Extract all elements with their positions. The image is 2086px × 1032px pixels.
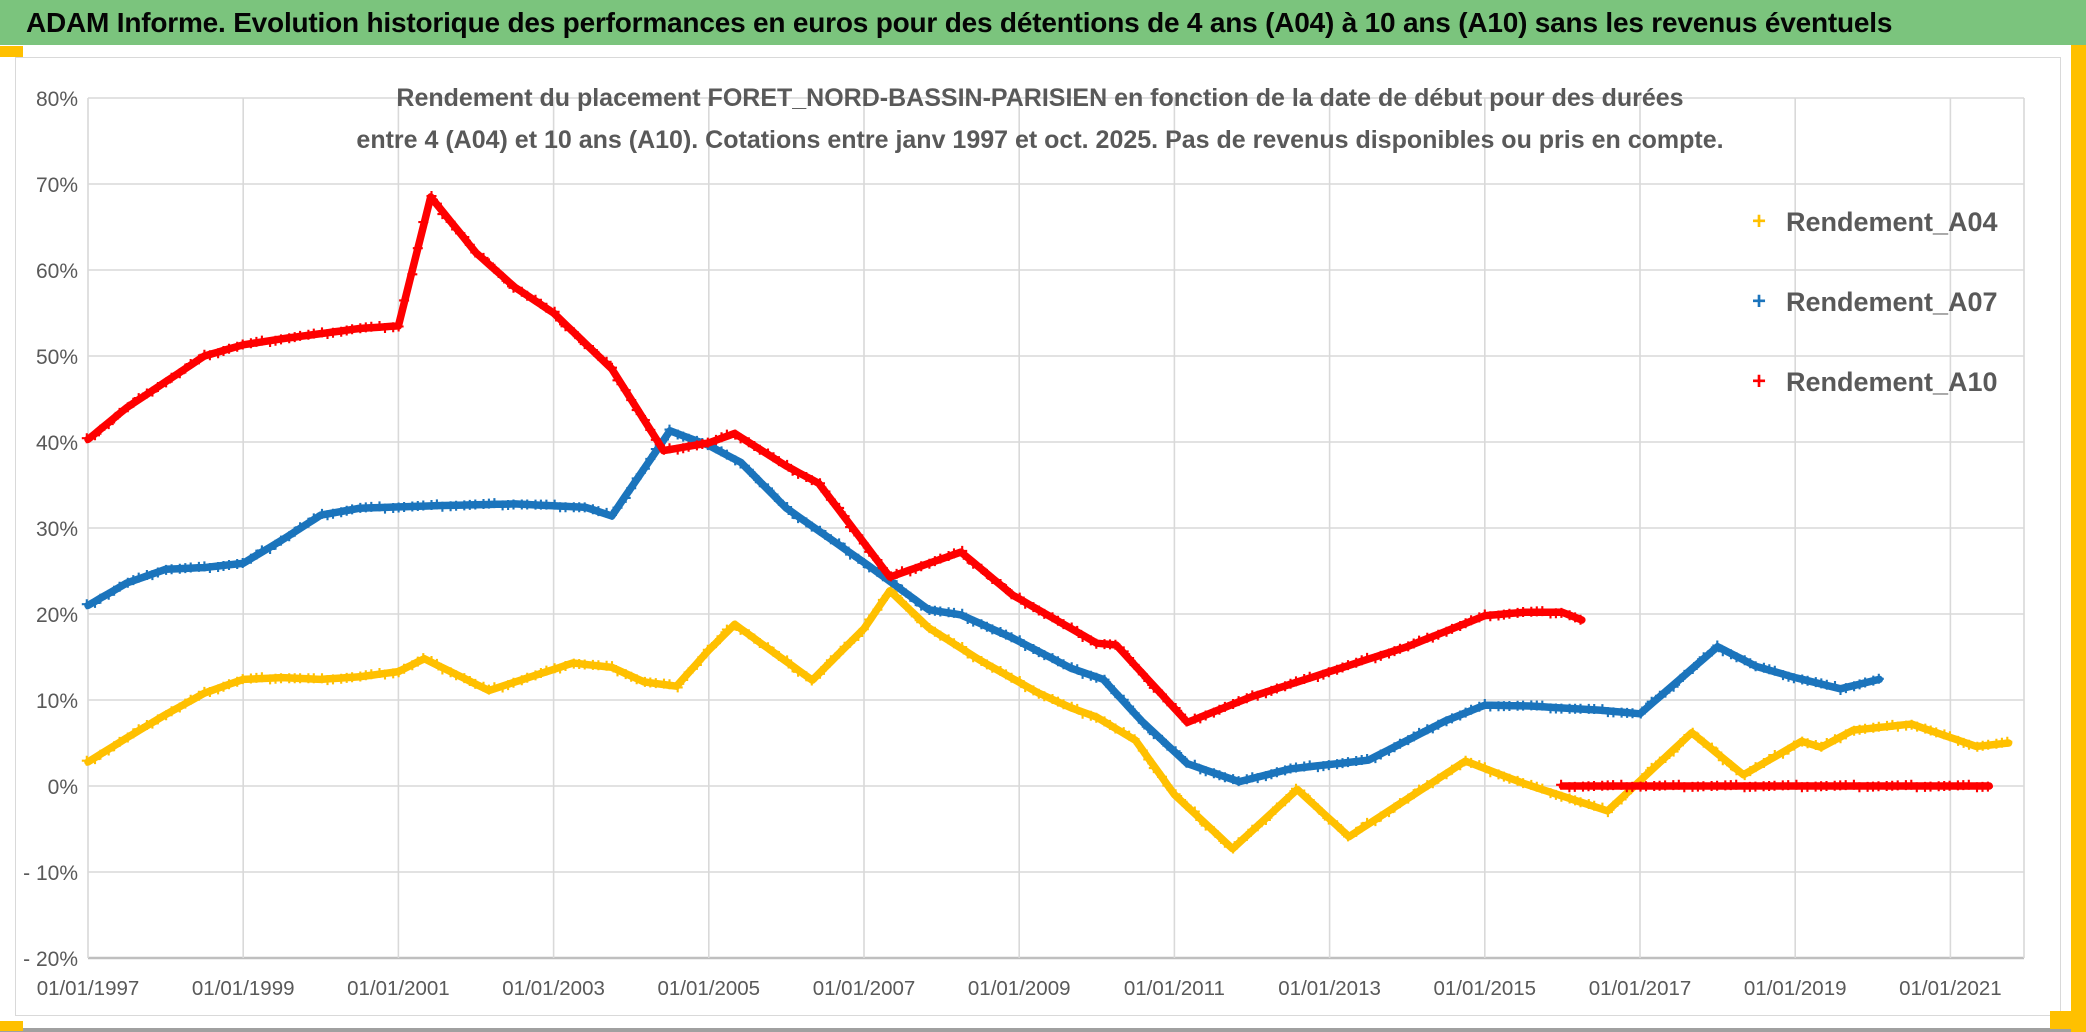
series-line-rendement_a10 — [84, 193, 1586, 727]
plus-marker-icon: + — [1752, 288, 1767, 315]
y-axis-tick-label: 30% — [36, 518, 78, 541]
selection-accent-right — [2071, 45, 2086, 1032]
legend-label: Rendement_A10 — [1786, 366, 1998, 397]
x-axis-tick-label: 01/01/2019 — [1744, 977, 1847, 1000]
legend-label: Rendement_A07 — [1786, 286, 1998, 317]
y-axis-tick-label: - 10% — [23, 862, 78, 885]
selection-accent-bottom-left — [0, 1021, 23, 1031]
y-axis-tick-label: 50% — [36, 346, 78, 369]
y-axis-tick-label: 70% — [36, 174, 78, 197]
legend-item-rendement-a10: + Rendement_A10 — [1752, 342, 2052, 422]
chart-title-line2: entre 4 (A04) et 10 ans (A10). Cotations… — [356, 126, 1724, 154]
chart-title-line1: Rendement du placement FORET_NORD-BASSIN… — [396, 84, 1684, 112]
series-markers-rendement_a10 — [1556, 779, 1993, 793]
report-title-bar: ADAM Informe. Evolution historique des p… — [0, 0, 2086, 45]
x-axis-tick-label: 01/01/2007 — [813, 977, 916, 1000]
y-axis-tick-label: 20% — [36, 604, 78, 627]
x-axis-tick-label: 01/01/1999 — [192, 977, 295, 1000]
legend-item-rendement-a07: + Rendement_A07 — [1752, 262, 2052, 342]
plus-marker-icon: + — [1752, 208, 1767, 235]
x-axis-tick-label: 01/01/2017 — [1589, 977, 1692, 1000]
series-markers-rendement_a07 — [81, 424, 1884, 787]
selection-accent-bottom-right — [2050, 1011, 2086, 1029]
x-axis-tick-label: 01/01/2015 — [1433, 977, 1536, 1000]
x-axis-tick-label: 01/01/2005 — [657, 977, 760, 1000]
x-axis-tick-label: 01/01/2013 — [1278, 977, 1381, 1000]
x-axis-tick-label: 01/01/2009 — [968, 977, 1071, 1000]
x-axis-tick-label: 01/01/2021 — [1899, 977, 2002, 1000]
y-axis-tick-label: 80% — [36, 88, 78, 111]
y-axis-tick-label: 40% — [36, 432, 78, 455]
series-line-rendement_a07 — [84, 427, 1884, 786]
selection-accent-top-left — [0, 46, 23, 57]
legend-label: Rendement_A04 — [1786, 206, 1998, 237]
chart-title: Rendement du placement FORET_NORD-BASSIN… — [340, 77, 1740, 161]
plus-marker-icon: + — [1752, 368, 1767, 395]
y-axis-tick-label: 0% — [48, 776, 78, 799]
y-axis-tick-label: - 20% — [23, 948, 78, 971]
series-markers-rendement_a10 — [81, 191, 1586, 727]
y-axis-tick-label: 60% — [36, 260, 78, 283]
legend: + Rendement_A04 + Rendement_A07 + Rendem… — [1752, 182, 2052, 422]
x-axis-tick-label: 01/01/2001 — [347, 977, 450, 1000]
chart-frame — [15, 57, 2061, 1016]
legend-item-rendement-a04: + Rendement_A04 — [1752, 182, 2052, 262]
x-axis-tick-label: 01/01/2003 — [502, 977, 605, 1000]
y-axis-tick-label: 10% — [36, 690, 78, 713]
horizontal-scrollbar-track[interactable] — [0, 1028, 2086, 1032]
series-line-rendement_a04 — [84, 587, 2013, 853]
x-axis-tick-label: 01/01/1997 — [37, 977, 140, 1000]
report-title: ADAM Informe. Evolution historique des p… — [26, 6, 1893, 38]
series-markers-rendement_a04 — [81, 585, 2013, 854]
x-axis-tick-label: 01/01/2011 — [1124, 977, 1225, 1000]
